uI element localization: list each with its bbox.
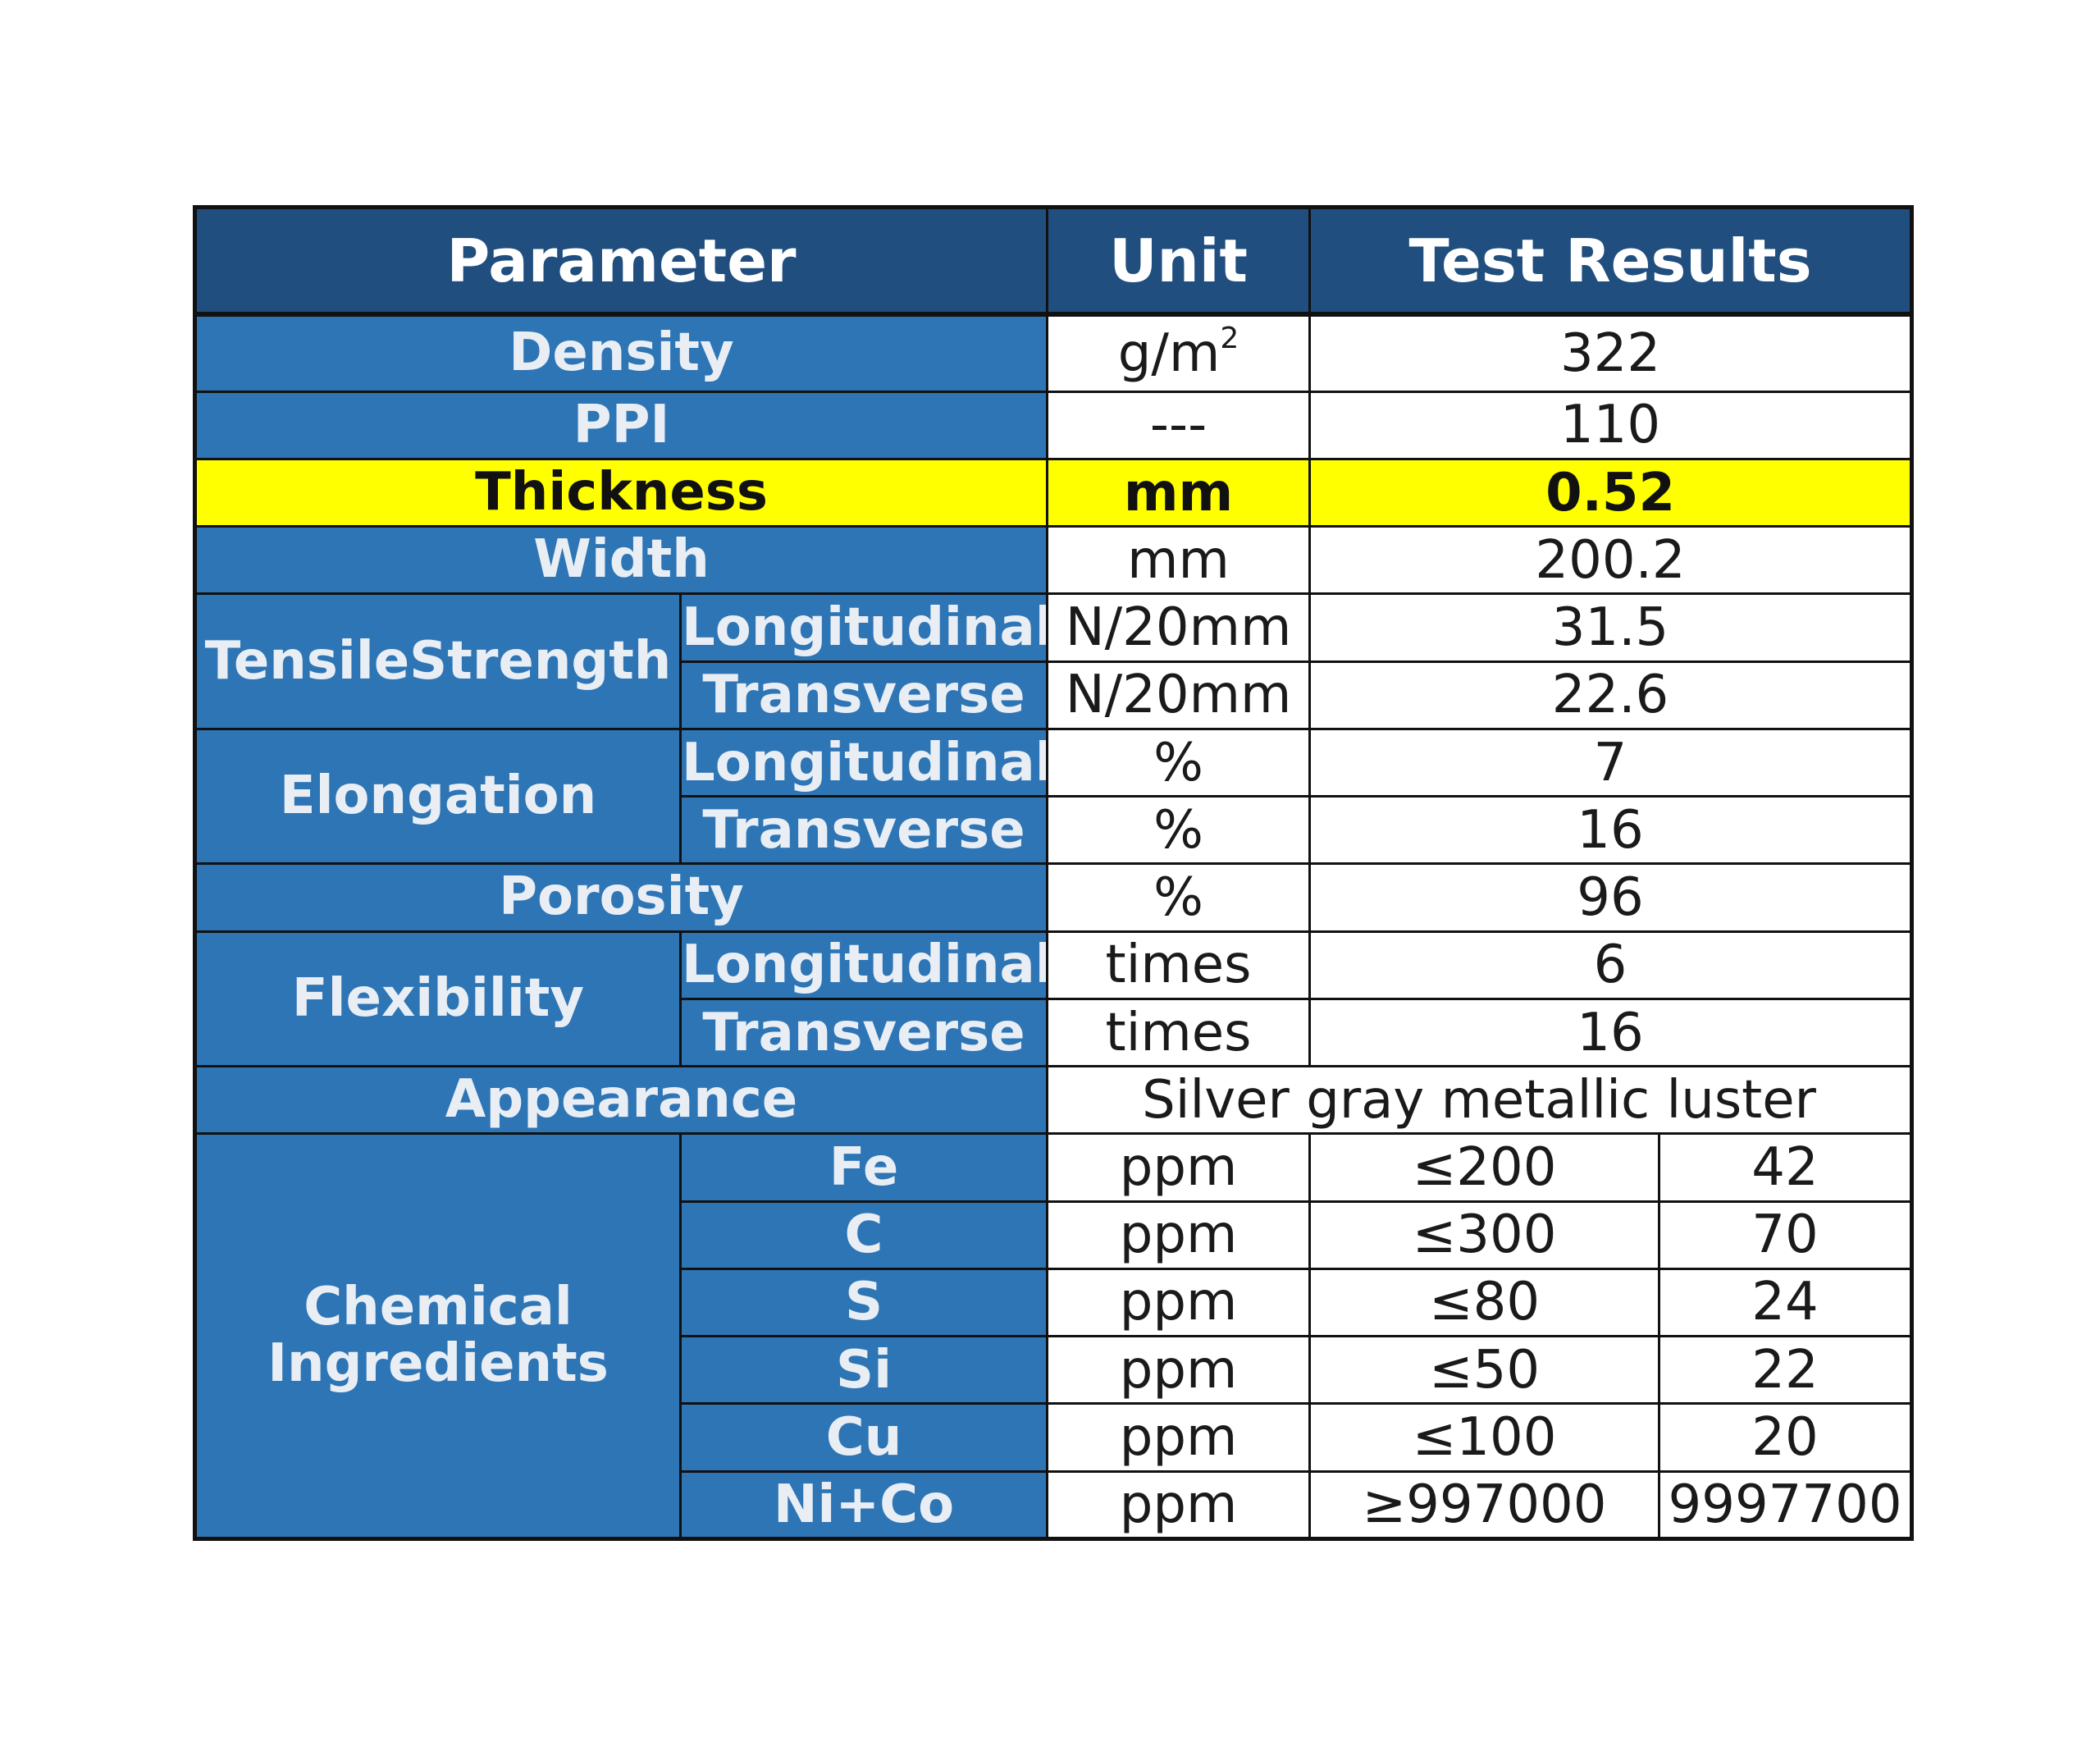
tensile-transverse-label: Transverse — [678, 660, 1049, 730]
table-row: Porosity % 96 — [193, 862, 1914, 933]
table-row: Si ppm ≤50 22 — [195, 1335, 1914, 1405]
chemical-result: 42 — [1658, 1132, 1914, 1203]
table-row: Elongation Longitudinal % 7 — [194, 727, 1914, 866]
spec-table: Parameter Unit Test Results Density g/m2… — [193, 205, 1915, 1541]
porosity-value: 96 — [1308, 862, 1914, 933]
table-row: Flexibility Longitudinal times 6 — [194, 930, 1914, 1068]
chemical-element: S — [678, 1267, 1049, 1338]
chemical-unit: ppm — [1046, 1469, 1312, 1541]
density-label: Density — [193, 313, 1049, 393]
chemical-unit: ppm — [1046, 1402, 1312, 1473]
chemical-spec: ≤80 — [1308, 1267, 1661, 1338]
chemical-unit: ppm — [1046, 1267, 1312, 1338]
density-unit-base: g/m — [1117, 322, 1221, 384]
density-unit: g/m2 — [1046, 313, 1312, 393]
elongation-transverse-unit: % — [1046, 795, 1312, 866]
chemical-spec: ≤300 — [1308, 1200, 1661, 1270]
chemical-element: Cu — [678, 1402, 1049, 1473]
chemical-unit: ppm — [1046, 1335, 1312, 1405]
appearance-label: Appearance — [193, 1065, 1049, 1136]
header-parameter: Parameter — [193, 206, 1049, 317]
table-row: Transverse times 16 — [195, 997, 1914, 1068]
elongation-longitudinal-value: 7 — [1308, 727, 1914, 798]
flexibility-label: Flexibility — [194, 930, 682, 1068]
ppi-unit: --- — [1046, 390, 1312, 461]
elongation-transverse-value: 16 — [1308, 795, 1914, 866]
chemical-element: Fe — [678, 1132, 1049, 1203]
chemical-spec: ≤100 — [1308, 1402, 1661, 1473]
chemical-element: C — [678, 1200, 1049, 1270]
table-row: Transverse % 16 — [195, 795, 1914, 866]
ppi-label: PPI — [193, 390, 1049, 461]
tensile-longitudinal-value: 31.5 — [1308, 592, 1914, 663]
tensile-strength-label: TensileStrength — [194, 592, 682, 730]
chemical-element: Ni+Co — [678, 1469, 1049, 1541]
table-row: Appearance Silver gray metallic luster — [193, 1065, 1914, 1136]
thickness-unit: mm — [1046, 458, 1312, 528]
tensile-transverse-value: 22.6 — [1308, 660, 1914, 730]
table-row: Density g/m2 322 — [193, 313, 1914, 393]
tensile-longitudinal-unit: N/20mm — [1046, 592, 1312, 663]
chemical-result: 24 — [1658, 1267, 1914, 1338]
header-unit: Unit — [1046, 206, 1312, 317]
density-unit-sup: 2 — [1220, 321, 1239, 355]
chemical-spec: ≥997000 — [1308, 1469, 1661, 1541]
table-row: PPI --- 110 — [193, 390, 1914, 461]
flexibility-longitudinal-value: 6 — [1308, 930, 1914, 1000]
tensile-transverse-unit: N/20mm — [1046, 660, 1312, 730]
table-row: Ni+Co ppm ≥997000 9997700 — [195, 1469, 1914, 1541]
flexibility-transverse-unit: times — [1046, 997, 1312, 1068]
elongation-label: Elongation — [194, 727, 682, 866]
table-row: Chemical Ingredients Fe ppm ≤200 42 — [194, 1132, 1914, 1540]
chemical-result: 70 — [1658, 1200, 1914, 1270]
width-value: 200.2 — [1308, 525, 1914, 596]
elongation-longitudinal-unit: % — [1046, 727, 1312, 798]
table-row: C ppm ≤300 70 — [195, 1200, 1914, 1270]
flexibility-transverse-value: 16 — [1308, 997, 1914, 1068]
table-row: TensileStrength Longitudinal N/20mm 31.5 — [194, 592, 1914, 730]
flexibility-longitudinal-unit: times — [1046, 930, 1312, 1000]
chemical-label-line1: Chemical — [304, 1277, 573, 1338]
chemical-ingredients-label: Chemical Ingredients — [194, 1132, 682, 1540]
elongation-longitudinal-label: Longitudinal — [678, 727, 1049, 798]
chemical-result: 9997700 — [1658, 1469, 1914, 1541]
header-test-results: Test Results — [1308, 206, 1914, 317]
width-label: Width — [193, 525, 1049, 596]
tensile-longitudinal-label: Longitudinal — [678, 592, 1049, 663]
density-value: 322 — [1308, 313, 1914, 393]
ppi-value: 110 — [1308, 390, 1914, 461]
elongation-transverse-label: Transverse — [678, 795, 1049, 866]
table-row: S ppm ≤80 24 — [195, 1267, 1914, 1338]
table-row: Transverse N/20mm 22.6 — [195, 660, 1914, 730]
thickness-label: Thickness — [193, 458, 1049, 528]
table-row: Width mm 200.2 — [193, 525, 1914, 596]
chemical-result: 20 — [1658, 1402, 1914, 1473]
chemical-unit: ppm — [1046, 1200, 1312, 1270]
table-row-highlighted: Thickness mm 0.52 — [193, 458, 1914, 528]
porosity-unit: % — [1046, 862, 1312, 933]
flexibility-transverse-label: Transverse — [678, 997, 1049, 1068]
flexibility-longitudinal-label: Longitudinal — [678, 930, 1049, 1000]
thickness-value: 0.52 — [1308, 458, 1914, 528]
header-row: Parameter Unit Test Results — [193, 206, 1914, 317]
chemical-spec: ≤200 — [1308, 1132, 1661, 1203]
chemical-unit: ppm — [1046, 1132, 1312, 1203]
porosity-label: Porosity — [193, 862, 1049, 933]
chemical-result: 22 — [1658, 1335, 1914, 1405]
chemical-spec: ≤50 — [1308, 1335, 1661, 1405]
chemical-label-line2: Ingredients — [267, 1333, 609, 1395]
chemical-element: Si — [678, 1335, 1049, 1405]
appearance-value: Silver gray metallic luster — [1046, 1065, 1914, 1136]
width-unit: mm — [1046, 525, 1312, 596]
table-row: Cu ppm ≤100 20 — [195, 1402, 1914, 1473]
